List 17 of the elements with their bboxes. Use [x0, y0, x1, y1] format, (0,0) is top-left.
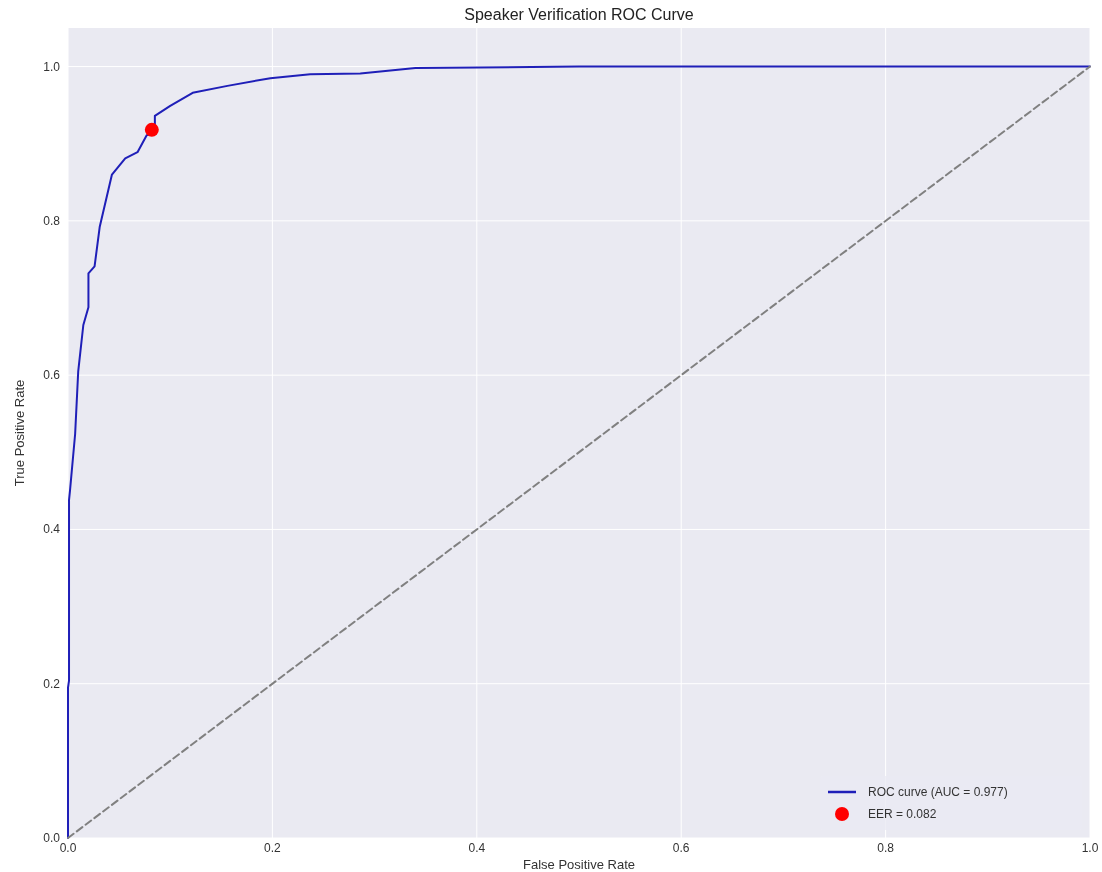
y-tick-label: 0.0 [43, 831, 61, 845]
x-tick-label: 1.0 [1081, 841, 1099, 855]
y-axis-title: True Positive Rate [12, 379, 27, 487]
chart-title: Speaker Verification ROC Curve [464, 6, 694, 23]
x-tick-label: 0.4 [468, 841, 486, 855]
x-tick-label: 0.0 [59, 841, 77, 855]
x-tick-label: 0.6 [672, 841, 690, 855]
y-tick-label: 0.2 [43, 676, 61, 691]
x-axis-title: False Positive Rate [523, 857, 635, 872]
y-tick-label: 0.6 [43, 368, 61, 383]
y-tick-label: 1.0 [43, 59, 61, 74]
legend-label: ROC curve (AUC = 0.977) [868, 785, 1008, 799]
y-tick-label: 0.4 [43, 522, 61, 537]
legend-label: EER = 0.082 [868, 807, 937, 821]
x-tick-label: 0.8 [877, 841, 895, 855]
x-tick-label: 0.2 [264, 841, 282, 855]
y-tick-label: 0.8 [43, 213, 61, 228]
